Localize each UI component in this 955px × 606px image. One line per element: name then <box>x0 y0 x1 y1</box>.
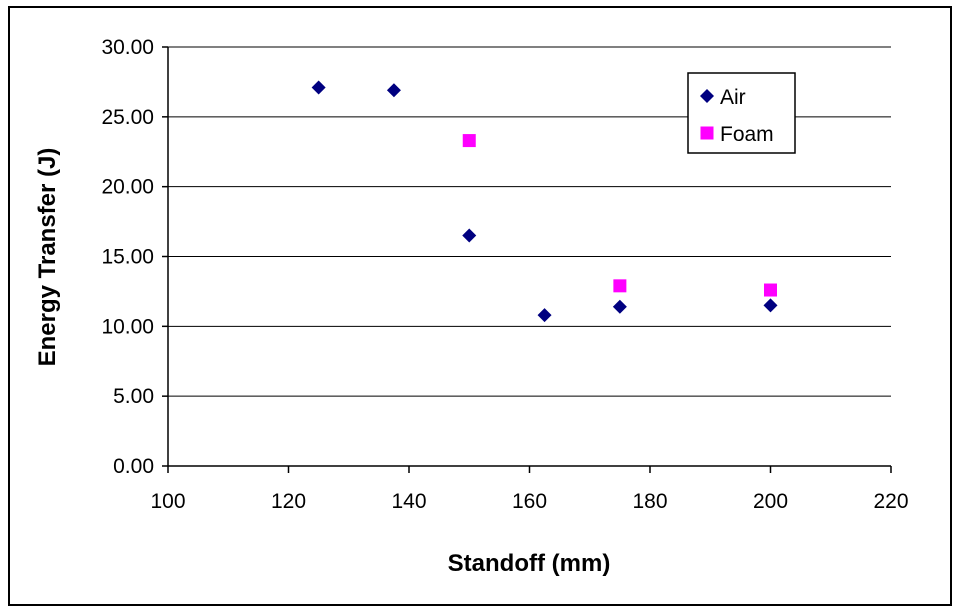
air-point <box>763 298 778 313</box>
marks-layer <box>311 80 778 323</box>
foam-point <box>613 279 627 293</box>
legend-label-air: Air <box>720 86 746 109</box>
air-point <box>612 299 627 314</box>
x-tick-label: 120 <box>271 490 306 513</box>
legend-box <box>687 72 796 154</box>
air-point <box>311 80 326 95</box>
x-tick-label: 200 <box>753 490 788 513</box>
x-tick-label: 180 <box>632 490 667 513</box>
y-axis-title: Energy Transfer (J) <box>34 148 61 367</box>
foam-point <box>764 283 777 297</box>
x-tick-label: 100 <box>150 490 185 513</box>
x-tick-label: 160 <box>512 490 547 513</box>
grid-layer <box>168 46 891 397</box>
x-tick-label: 140 <box>391 490 426 513</box>
x-axis-title: Standoff (mm) <box>448 550 611 577</box>
ticks-layer: 0.00 5.00 10.00 15.00 20.00 25.00 30.00 100 120 1… <box>101 36 908 513</box>
air-point <box>462 228 477 243</box>
x-tick-label: 220 <box>873 490 908 513</box>
air-point <box>386 83 401 98</box>
y-tick-label: 0.00 <box>113 455 154 478</box>
y-tick-label: 30.00 <box>101 36 154 59</box>
legend-marker-air <box>700 89 714 103</box>
legend-marker-foam <box>700 126 714 140</box>
legend: Air Foam <box>687 72 796 154</box>
legend-label-foam: Foam <box>720 123 774 146</box>
y-tick-label: 5.00 <box>113 385 154 408</box>
y-tick-label: 15.00 <box>101 246 154 269</box>
air-point <box>537 308 552 323</box>
foam-point <box>462 134 476 148</box>
y-tick-label: 25.00 <box>101 106 154 129</box>
y-tick-label: 10.00 <box>101 315 154 338</box>
y-tick-label: 20.00 <box>101 176 154 199</box>
